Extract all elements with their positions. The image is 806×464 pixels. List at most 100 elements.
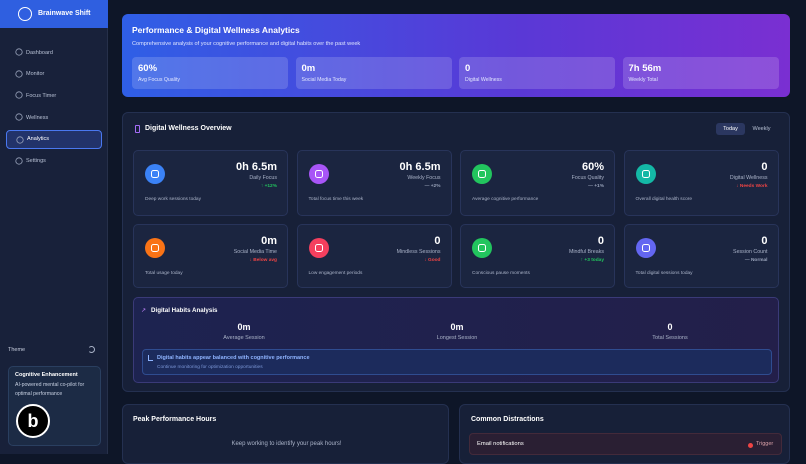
- hero-stat-label: Social Media Today: [301, 77, 347, 83]
- info-title: Digital habits appear balanced with cogn…: [157, 355, 310, 361]
- info-text: Continue monitoring for optimization opp…: [157, 365, 263, 370]
- logo: [18, 7, 32, 21]
- stat-card: 0h 6.5m Weekly Focus — +2% Total focus time…: [296, 150, 452, 216]
- card-value: 0: [761, 161, 768, 173]
- card-change: — Normal: [744, 258, 768, 263]
- hero-stat-label: Digital Wellness: [465, 77, 502, 83]
- distraction-name: Email notifications: [477, 441, 524, 447]
- peak-title: Peak Performance Hours: [133, 416, 217, 423]
- nav-item[interactable]: Settings: [6, 152, 102, 171]
- info-icon: [148, 355, 153, 361]
- card-icon: [308, 164, 329, 184]
- card-icon: [635, 164, 656, 184]
- promo-title: Cognitive Enhancement: [15, 372, 78, 378]
- brand-bar: Brainwave Shift: [0, 0, 108, 28]
- card-value: 0: [434, 235, 441, 247]
- stat-card: 0 Digital Wellness ↓ Needs Work Overall dig…: [623, 150, 779, 216]
- card-description: Overall digital health score: [635, 197, 693, 202]
- card-description: Total usage today: [145, 271, 183, 276]
- hero-title: Performance & Digital Wellness Analytics: [132, 25, 300, 35]
- nav-item[interactable]: Dashboard: [6, 43, 102, 62]
- hero-stat-label: Weekly Total: [628, 77, 658, 83]
- card-label: Mindful Breaks: [568, 249, 604, 255]
- tab-weekly[interactable]: Weekly: [752, 126, 771, 132]
- stat-card: 0m Social Media Time ↓ Below avg Total usag…: [133, 224, 288, 288]
- card-label: Social Media Time: [233, 249, 277, 255]
- nav-item[interactable]: Monitor: [6, 65, 102, 84]
- theme-label: Theme: [8, 347, 26, 353]
- hero-stat: 0 Digital Wellness: [459, 57, 615, 89]
- hero-stat: 0m Social Media Today: [295, 57, 452, 89]
- card-change: — +2%: [424, 184, 441, 189]
- nav-icon: [15, 156, 23, 165]
- habits-icon: ↗: [141, 308, 147, 314]
- habit-label: Total Sessions: [652, 335, 688, 341]
- card-description: Total digital sessions today: [635, 271, 693, 276]
- habit-value: 0m: [237, 322, 251, 332]
- habit-value: 0m: [450, 322, 464, 332]
- habits-title: Digital Habits Analysis: [151, 307, 218, 314]
- hero-stat-value: 0: [465, 63, 471, 74]
- info-box: Digital habits appear balanced with cogn…: [142, 349, 772, 375]
- stat-card: 0 Session Count — Normal Total digital sess…: [623, 224, 779, 288]
- habits-box: Digital Habits Analysis ↗ Digital habits…: [133, 297, 779, 383]
- card-label: Daily Focus: [249, 175, 277, 181]
- card-change: ↓ Needs Work: [736, 184, 768, 189]
- overview-icon: [135, 125, 140, 133]
- card-icon: [472, 238, 492, 258]
- card-description: Average cognitive performance: [472, 197, 539, 202]
- hero-stat: 7h 56m Weekly Total: [622, 57, 779, 89]
- card-icon: [145, 164, 165, 184]
- hero-stat-label: Avg Focus Quality: [138, 77, 180, 83]
- hero-subtitle: Comprehensive analysis of your cognitive…: [132, 41, 361, 47]
- card-value: 0: [597, 235, 604, 247]
- card-icon: [145, 238, 165, 258]
- nav-label[interactable]: Analytics: [27, 136, 50, 143]
- overview-title: Digital Wellness Overview: [145, 125, 232, 132]
- card-icon: [635, 238, 656, 258]
- badge[interactable]: b: [16, 404, 50, 438]
- stat-card: 0 Mindless Sessions ↓ Good Low engagement p…: [296, 224, 452, 288]
- distractions-title: Common Distractions: [471, 416, 544, 423]
- card-icon: [472, 164, 492, 184]
- nav-label[interactable]: Focus Timer: [26, 92, 57, 99]
- habit-label: Longest Session: [436, 335, 478, 341]
- hero-banner: Performance & Digital Wellness Analytics…: [122, 14, 790, 97]
- nav-icon: [15, 91, 23, 99]
- nav-label[interactable]: Monitor: [26, 71, 45, 78]
- nav-label[interactable]: Dashboard: [26, 49, 53, 56]
- promo-text: AI-powered mental co-pilot for optimal p…: [15, 382, 85, 397]
- trigger-dot: [748, 442, 753, 448]
- card-icon: [308, 238, 329, 258]
- habit-value: 0: [667, 322, 673, 332]
- stat-card: 0h 6.5m Daily Focus ↑ +12% Deep work sessio…: [133, 150, 288, 216]
- nav-icon: [15, 113, 23, 121]
- nav-label[interactable]: Wellness: [26, 114, 49, 121]
- card-change: ↑ +3 today: [580, 258, 604, 263]
- card-value: 0h 6.5m: [399, 161, 441, 173]
- card-description: Deep work sessions today: [145, 197, 201, 202]
- nav-label[interactable]: Settings: [26, 158, 46, 164]
- peak-text: Keep working to identify your peak hours…: [231, 441, 342, 447]
- hero-stat-value: 7h 56m: [628, 63, 662, 74]
- tab-today[interactable]: Today: [716, 123, 745, 135]
- nav-item[interactable]: Analytics: [6, 129, 102, 149]
- nav-item[interactable]: Focus Timer: [6, 86, 102, 105]
- card-value: 0m: [261, 235, 277, 247]
- overview-panel: Digital Wellness Overview Today Weekly D…: [122, 112, 790, 392]
- card-change: ↓ Below avg: [249, 258, 277, 263]
- hero-stat: 60% Avg Focus Quality: [132, 57, 288, 89]
- card-description: Total focus time this week: [308, 197, 364, 202]
- card-description: Conscious pause moments: [472, 271, 530, 276]
- card-change: ↑ +12%: [260, 184, 277, 189]
- card-change: — +1%: [588, 184, 604, 189]
- hero-stat-value: 0m: [301, 63, 316, 74]
- card-label: Session Count: [733, 249, 768, 255]
- distractions-panel: Common Distractions Email notifications …: [459, 404, 790, 464]
- theme-toggle[interactable]: [88, 346, 95, 353]
- stat-card: 0 Mindful Breaks ↑ +3 today Conscious pause…: [460, 224, 615, 288]
- nav-icon: [16, 136, 24, 144]
- card-value: 0h 6.5m: [236, 161, 277, 173]
- nav-item[interactable]: Wellness: [6, 108, 102, 127]
